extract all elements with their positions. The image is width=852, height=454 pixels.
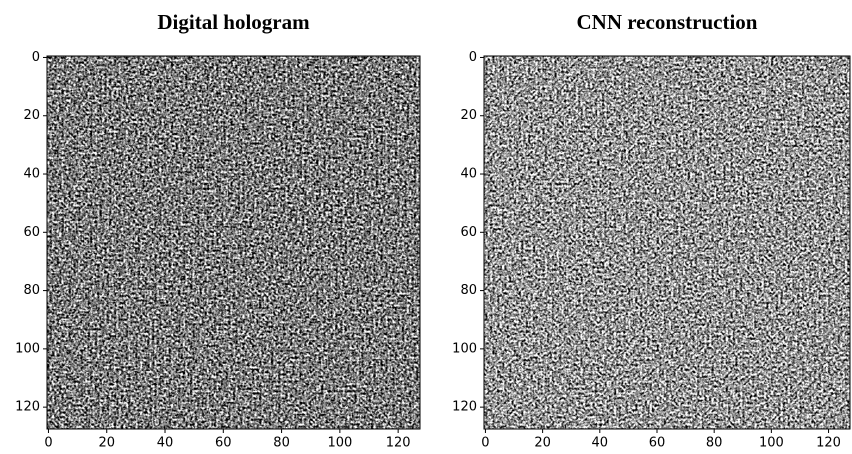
x-tick-label: 40 [157,436,174,451]
x-tick-label: 80 [273,436,290,451]
y-tick-label: 40 [23,167,40,182]
axes-frame [483,55,851,430]
x-tick-label: 40 [592,436,609,451]
chart-title: CNN reconstruction [576,10,757,34]
y-tick-label: 60 [23,225,40,240]
y-tick-label: 80 [460,283,477,298]
y-tick-label: 80 [23,283,40,298]
y-tick-label: 100 [452,341,477,356]
y-tick-label: 60 [460,225,477,240]
y-tick-label: 20 [460,108,477,123]
y-tick-label: 40 [460,167,477,182]
y-tick-label: 120 [15,400,40,415]
y-tick-label: 120 [452,400,477,415]
x-tick-label: 120 [816,436,841,451]
x-tick-label: 100 [327,436,352,451]
x-tick-label: 120 [386,436,411,451]
axes-frame [46,55,421,430]
image [484,56,850,429]
y-tick-label: 0 [469,50,477,65]
x-tick-label: 0 [481,436,489,451]
x-tick-label: 20 [98,436,115,451]
chart-title: Digital hologram [157,10,310,34]
y-tick-label: 100 [15,341,40,356]
x-tick-label: 100 [759,436,784,451]
x-tick-label: 60 [649,436,666,451]
x-tick-label: 0 [44,436,52,451]
image [47,56,420,429]
x-tick-label: 60 [215,436,232,451]
y-tick-label: 20 [23,108,40,123]
x-tick-label: 20 [534,436,551,451]
x-tick-label: 80 [706,436,723,451]
y-tick-label: 0 [32,50,40,65]
